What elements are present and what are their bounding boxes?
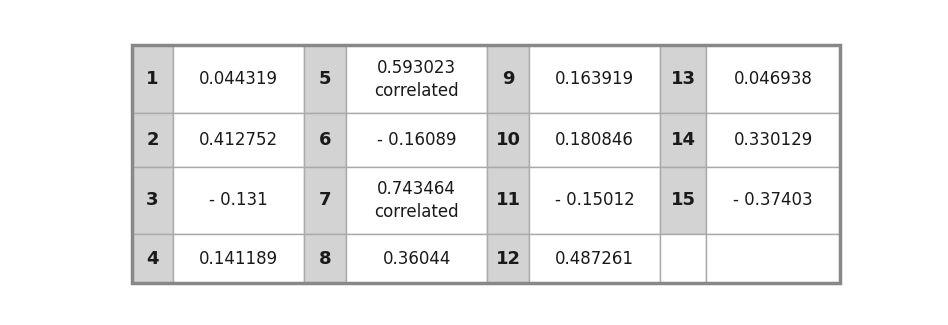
- Text: 1: 1: [146, 70, 158, 88]
- Bar: [660, 234, 706, 283]
- Text: 9: 9: [501, 70, 515, 88]
- Text: 0.487261: 0.487261: [555, 250, 634, 267]
- Bar: [346, 45, 487, 113]
- Bar: [487, 234, 529, 283]
- Bar: [529, 234, 660, 283]
- Bar: [529, 113, 660, 166]
- Bar: [660, 113, 706, 166]
- Text: 7: 7: [319, 191, 332, 209]
- Bar: [529, 45, 660, 113]
- Text: 0.163919: 0.163919: [555, 70, 634, 88]
- Text: 5: 5: [319, 70, 332, 88]
- Text: 0.593023
correlated: 0.593023 correlated: [374, 59, 459, 99]
- Bar: [487, 166, 529, 234]
- Bar: [346, 113, 487, 166]
- Text: 13: 13: [670, 70, 696, 88]
- Text: 10: 10: [496, 131, 520, 149]
- Text: - 0.131: - 0.131: [210, 191, 268, 209]
- Bar: [173, 234, 304, 283]
- Bar: [706, 166, 840, 234]
- Text: 15: 15: [670, 191, 696, 209]
- Bar: [529, 166, 660, 234]
- Bar: [346, 234, 487, 283]
- Text: 0.046938: 0.046938: [734, 70, 812, 88]
- Bar: [304, 45, 346, 113]
- Bar: [132, 166, 173, 234]
- Text: 4: 4: [146, 250, 158, 267]
- Text: - 0.16089: - 0.16089: [377, 131, 456, 149]
- Text: 6: 6: [319, 131, 332, 149]
- Bar: [304, 166, 346, 234]
- Bar: [173, 166, 304, 234]
- Bar: [660, 166, 706, 234]
- Text: 14: 14: [670, 131, 696, 149]
- Bar: [706, 234, 840, 283]
- Bar: [304, 113, 346, 166]
- Text: 8: 8: [319, 250, 332, 267]
- Bar: [487, 113, 529, 166]
- Bar: [173, 113, 304, 166]
- Text: 0.180846: 0.180846: [555, 131, 634, 149]
- Bar: [660, 45, 706, 113]
- Text: 3: 3: [146, 191, 158, 209]
- Text: 0.743464
correlated: 0.743464 correlated: [374, 180, 459, 221]
- Bar: [132, 45, 173, 113]
- Bar: [132, 113, 173, 166]
- Text: 0.141189: 0.141189: [199, 250, 279, 267]
- Bar: [132, 234, 173, 283]
- Text: - 0.37403: - 0.37403: [734, 191, 813, 209]
- Bar: [346, 166, 487, 234]
- Text: - 0.15012: - 0.15012: [555, 191, 634, 209]
- Bar: [706, 113, 840, 166]
- Text: 0.044319: 0.044319: [199, 70, 279, 88]
- Text: 2: 2: [146, 131, 158, 149]
- Bar: [173, 45, 304, 113]
- Text: 0.36044: 0.36044: [382, 250, 451, 267]
- Bar: [706, 45, 840, 113]
- Text: 0.330129: 0.330129: [734, 131, 812, 149]
- Bar: [304, 234, 346, 283]
- Text: 11: 11: [496, 191, 520, 209]
- Bar: [487, 45, 529, 113]
- Text: 0.412752: 0.412752: [199, 131, 279, 149]
- Text: 12: 12: [496, 250, 520, 267]
